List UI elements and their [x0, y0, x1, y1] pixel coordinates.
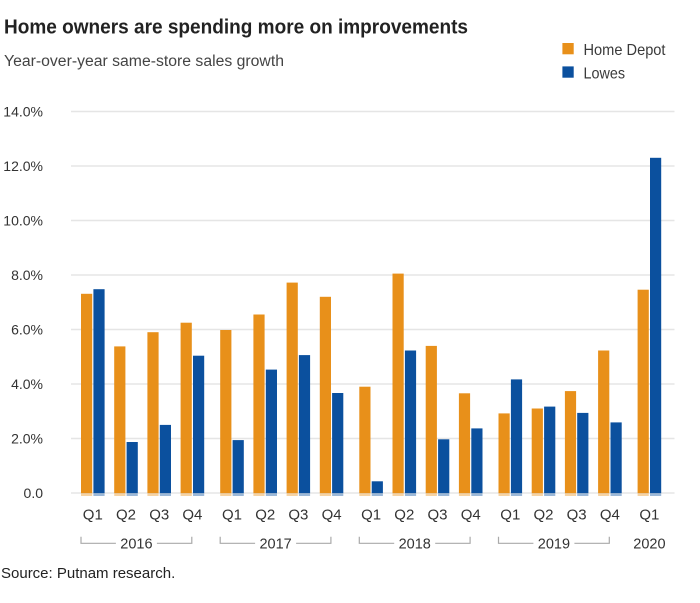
svg-text:Q3: Q3: [149, 507, 169, 524]
svg-text:Q4: Q4: [600, 507, 620, 524]
svg-text:2020: 2020: [633, 537, 665, 553]
svg-text:Q1: Q1: [361, 507, 381, 524]
svg-text:2018: 2018: [399, 537, 431, 553]
svg-text:0.0: 0.0: [24, 485, 44, 501]
svg-text:Q1: Q1: [500, 507, 520, 524]
svg-text:Q4: Q4: [461, 507, 481, 524]
svg-text:Q2: Q2: [255, 507, 275, 524]
svg-text:Home Depot: Home Depot: [584, 42, 666, 59]
svg-text:8.0%: 8.0%: [11, 267, 43, 283]
svg-text:2017: 2017: [259, 537, 291, 553]
svg-text:6.0%: 6.0%: [11, 322, 43, 338]
svg-text:14.0%: 14.0%: [3, 104, 43, 120]
svg-text:2.0%: 2.0%: [11, 431, 43, 447]
svg-text:Q2: Q2: [533, 507, 553, 524]
svg-text:Year-over-year same-store sale: Year-over-year same-store sales growth: [4, 53, 284, 70]
svg-text:2016: 2016: [120, 537, 152, 553]
svg-text:2019: 2019: [538, 537, 570, 553]
svg-text:Q4: Q4: [182, 507, 202, 524]
svg-text:Lowes: Lowes: [584, 66, 626, 83]
svg-text:Q2: Q2: [116, 507, 136, 524]
svg-text:Q2: Q2: [394, 507, 414, 524]
svg-text:Home owners are spending more: Home owners are spending more on improve…: [4, 16, 468, 39]
svg-text:Q3: Q3: [567, 507, 587, 524]
svg-text:Source: Putnam research.: Source: Putnam research.: [1, 565, 175, 582]
svg-text:4.0%: 4.0%: [11, 376, 43, 392]
svg-text:Q1: Q1: [639, 507, 659, 524]
svg-text:12.0%: 12.0%: [3, 158, 43, 174]
svg-text:Q3: Q3: [288, 507, 308, 524]
svg-text:Q3: Q3: [427, 507, 447, 524]
svg-text:Q1: Q1: [83, 507, 103, 524]
svg-text:Q1: Q1: [222, 507, 242, 524]
svg-text:10.0%: 10.0%: [3, 213, 43, 229]
svg-text:Q4: Q4: [322, 507, 342, 524]
